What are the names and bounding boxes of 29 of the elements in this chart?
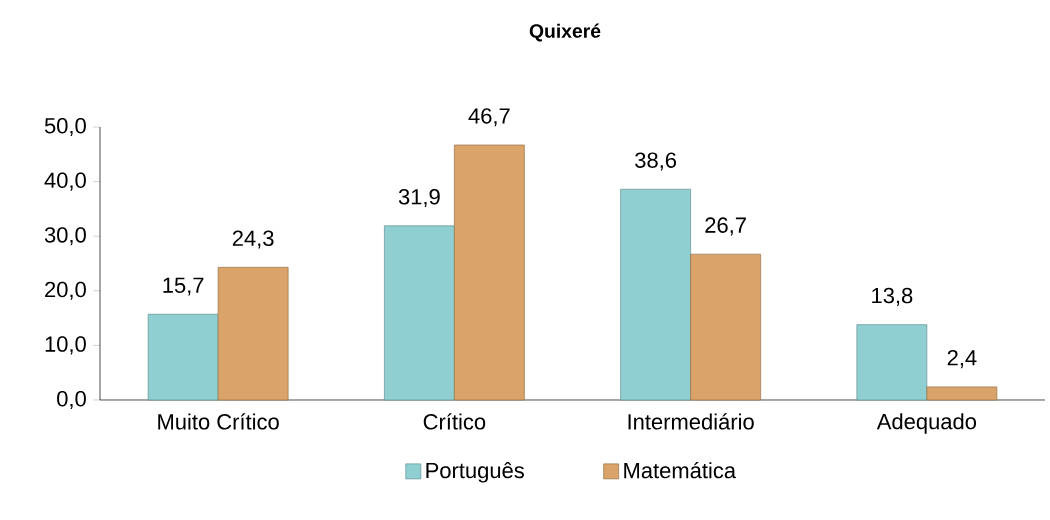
bar xyxy=(620,188,691,401)
x-tick-label: Crítico xyxy=(423,413,486,430)
bar xyxy=(690,253,761,401)
bar xyxy=(384,225,455,401)
chart-title: Quixeré xyxy=(529,23,601,42)
x-tick-label: Intermediário xyxy=(628,413,754,430)
legend-label: Português xyxy=(426,462,524,483)
bar xyxy=(856,324,928,401)
bar xyxy=(926,386,998,401)
y-tick-label: 30,0 xyxy=(44,227,86,246)
y-tick-label: 10,0 xyxy=(45,336,86,355)
x-tick-label: Adequado xyxy=(876,413,977,434)
data-label: 2,4 xyxy=(947,350,977,369)
data-label: 26,7 xyxy=(705,217,746,236)
bar xyxy=(147,313,219,401)
data-label: 31,9 xyxy=(398,188,440,208)
y-tick-label: 20,0 xyxy=(45,281,86,300)
legend-label: Matemática xyxy=(624,461,737,479)
x-tick-label: Muito Crítico xyxy=(158,413,279,430)
y-tick-label: 40,0 xyxy=(44,172,86,191)
data-label: 46,7 xyxy=(468,108,510,127)
data-label: 13,8 xyxy=(872,287,913,306)
bar xyxy=(217,266,289,401)
data-label: 15,7 xyxy=(163,277,204,296)
data-label: 38,6 xyxy=(635,152,677,171)
data-label: 24,3 xyxy=(232,230,274,249)
y-tick-label: 50,0 xyxy=(44,117,86,137)
bar xyxy=(454,144,525,401)
y-tick-label: 0,0 xyxy=(57,390,86,410)
